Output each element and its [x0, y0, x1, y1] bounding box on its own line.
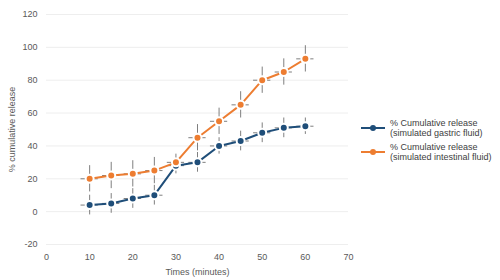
- svg-text:0: 0: [44, 252, 49, 262]
- svg-text:-20: -20: [24, 239, 37, 249]
- svg-text:30: 30: [171, 252, 181, 262]
- svg-text:60: 60: [27, 108, 37, 118]
- svg-text:% cumulative release: % cumulative release: [7, 87, 17, 173]
- svg-text:10: 10: [85, 252, 95, 262]
- svg-text:70: 70: [343, 252, 353, 262]
- svg-text:40: 40: [27, 141, 37, 151]
- svg-text:100: 100: [22, 42, 37, 52]
- svg-text:20: 20: [128, 252, 138, 262]
- svg-text:0: 0: [32, 207, 37, 217]
- svg-text:120: 120: [22, 9, 37, 19]
- svg-text:40: 40: [214, 252, 224, 262]
- html-text:% Cumulative release (simulate: % Cumulative release (simulated gastric …: [390, 118, 483, 138]
- svg-text:80: 80: [27, 75, 37, 85]
- svg-text:50: 50: [257, 252, 267, 262]
- svg-text:20: 20: [27, 174, 37, 184]
- svg-text:Times (minutes): Times (minutes): [165, 267, 229, 277]
- html-text:% Cumulative release (simulate: % Cumulative release (simulated intestin…: [390, 142, 492, 162]
- svg-text:60: 60: [300, 252, 310, 262]
